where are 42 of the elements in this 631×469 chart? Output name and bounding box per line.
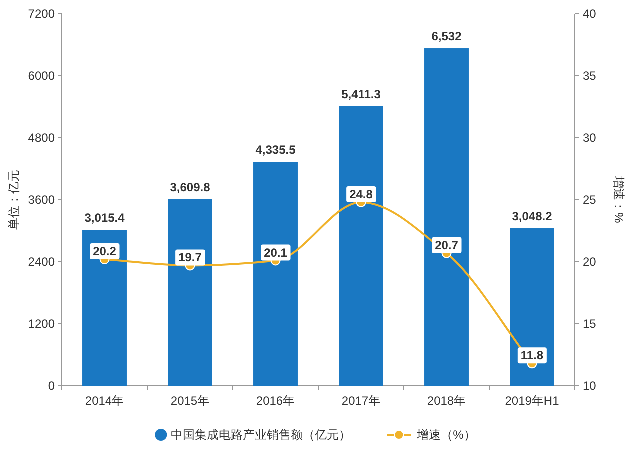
data-label: 11.8 <box>520 348 544 363</box>
y-tick-label: 3600 <box>28 193 56 207</box>
legend-label: 中国集成电路产业销售额（亿元） <box>171 428 352 442</box>
x-tick-label: 2017年 <box>342 394 381 408</box>
bar <box>510 228 554 386</box>
y-tick-label: 4800 <box>28 131 56 145</box>
y2-tick-label: 25 <box>583 193 597 207</box>
x-tick-label: 2018年 <box>427 394 466 408</box>
y2-tick-label: 40 <box>583 7 597 21</box>
data-label: 20.7 <box>435 238 459 252</box>
data-label: 4,335.5 <box>256 143 296 157</box>
y-tick-label: 6000 <box>28 69 56 83</box>
data-label: 20.1 <box>264 246 288 260</box>
data-label: 3,048.2 <box>512 210 553 224</box>
bar <box>424 48 469 386</box>
x-tick-label: 2014年 <box>85 394 124 408</box>
bar <box>82 230 127 386</box>
data-label: 20.2 <box>93 244 117 259</box>
bar <box>339 106 384 386</box>
x-tick-label: 2016年 <box>256 394 296 408</box>
data-label: 5,411.3 <box>342 87 382 102</box>
data-label: 19.7 <box>178 250 202 265</box>
legend-label: 增速（%） <box>416 428 476 442</box>
data-label: 24.8 <box>350 187 374 202</box>
data-label: 3,609.8 <box>170 180 211 194</box>
x-tick-label: 2019年H1 <box>505 394 560 408</box>
y-tick-label: 0 <box>48 379 56 393</box>
y-tick-label: 1200 <box>28 317 56 331</box>
bar <box>254 162 298 386</box>
y2-tick-label: 35 <box>583 69 597 83</box>
y2-tick-label: 30 <box>583 131 597 145</box>
y2-tick-label: 15 <box>583 317 597 331</box>
data-label: 3,015.4 <box>84 211 126 226</box>
y2-tick-label: 20 <box>583 255 597 269</box>
x-tick-label: 2015年 <box>170 394 210 408</box>
y-axis-title: 单位：亿元 <box>7 170 21 230</box>
data-label: 6,532 <box>432 30 462 44</box>
y2-axis-title: 增速：% <box>612 176 626 224</box>
y-tick-label: 2400 <box>28 255 56 269</box>
y-tick-label: 7200 <box>28 7 56 21</box>
bar <box>168 199 212 386</box>
y2-tick-label: 10 <box>583 379 597 393</box>
